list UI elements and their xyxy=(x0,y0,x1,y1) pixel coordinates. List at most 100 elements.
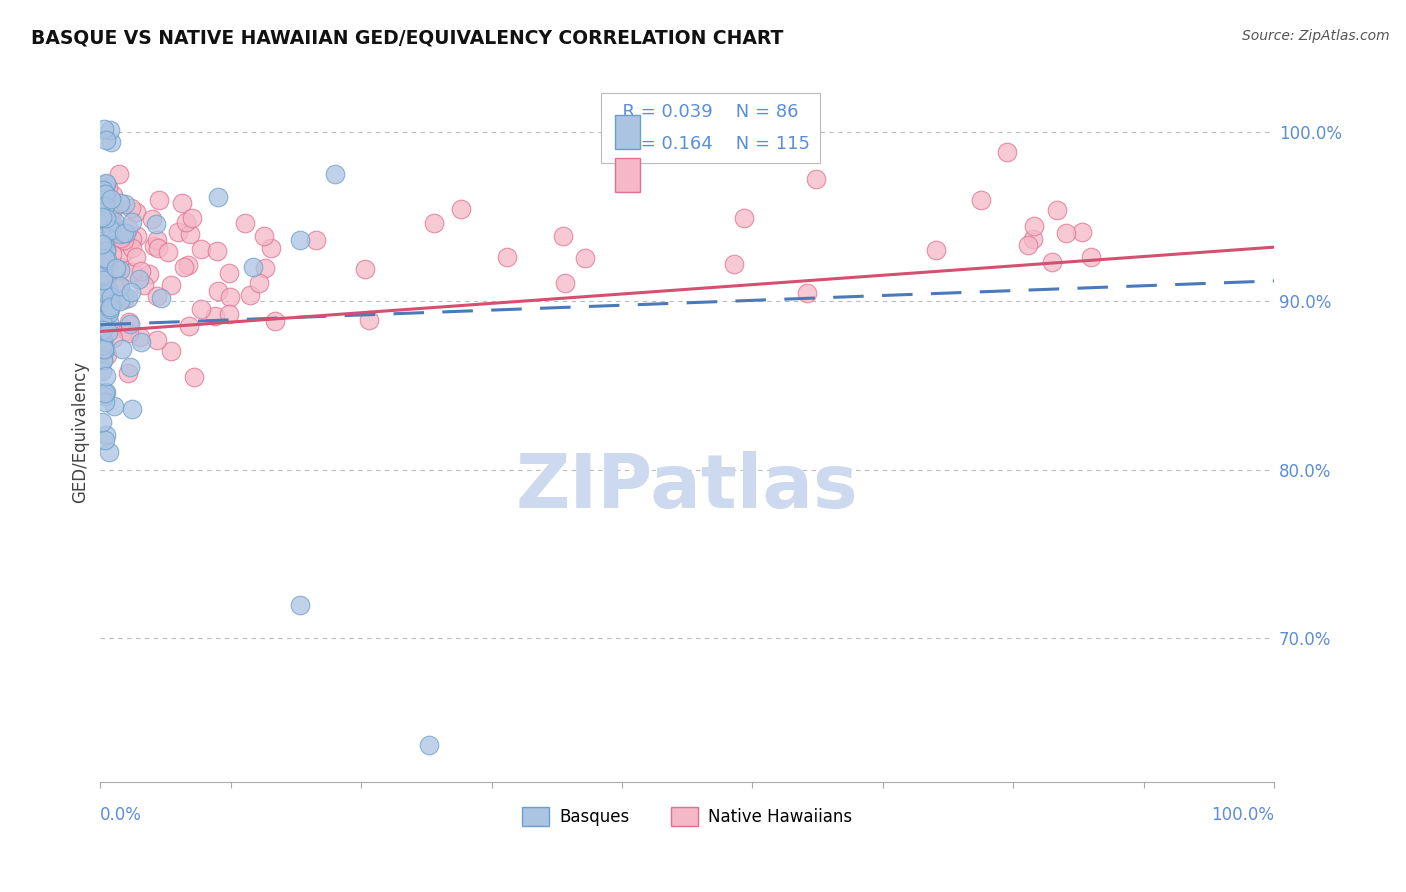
Point xyxy=(93,180,115,194)
Point xyxy=(90,183,112,197)
Point xyxy=(112,293,135,307)
Point xyxy=(93,122,115,136)
Text: 0.0%: 0.0% xyxy=(100,806,142,824)
Point xyxy=(94,394,117,409)
Point xyxy=(159,277,181,292)
Point xyxy=(970,193,993,207)
Point xyxy=(93,323,115,337)
Point xyxy=(101,201,124,215)
Point xyxy=(94,187,117,202)
Point xyxy=(804,171,827,186)
Point xyxy=(112,227,135,241)
Point xyxy=(125,204,148,219)
Text: R = 0.039    N = 86
  R = 0.164    N = 115: R = 0.039 N = 86 R = 0.164 N = 115 xyxy=(610,103,810,153)
Point xyxy=(93,236,115,251)
Point xyxy=(1022,219,1045,234)
Point xyxy=(94,433,117,447)
Point xyxy=(91,299,114,313)
Point xyxy=(150,291,173,305)
Point xyxy=(218,290,240,304)
Point xyxy=(93,264,115,278)
Point xyxy=(117,221,139,235)
Point xyxy=(90,291,112,305)
Point xyxy=(90,185,112,199)
Point xyxy=(91,352,114,367)
Point xyxy=(103,399,125,413)
Point xyxy=(96,369,118,384)
Point xyxy=(723,257,745,271)
Point xyxy=(104,260,127,275)
Point xyxy=(174,215,197,229)
Point xyxy=(90,312,112,326)
Point xyxy=(157,244,180,259)
Point xyxy=(96,253,118,268)
Point xyxy=(112,233,135,247)
Point xyxy=(496,251,519,265)
Point xyxy=(121,402,143,417)
Point xyxy=(94,343,117,357)
Point xyxy=(94,252,117,266)
Point xyxy=(143,239,166,253)
Point xyxy=(179,319,201,334)
Point xyxy=(101,219,124,233)
Point xyxy=(100,223,122,237)
Point xyxy=(108,263,131,277)
Point xyxy=(177,258,200,272)
Point xyxy=(96,286,118,301)
Point xyxy=(90,195,112,210)
Point xyxy=(242,260,264,274)
Point xyxy=(554,276,576,290)
Point xyxy=(120,285,142,299)
Point xyxy=(90,260,112,275)
Point xyxy=(100,192,122,206)
Point xyxy=(239,288,262,302)
Point xyxy=(114,196,136,211)
Point xyxy=(204,309,226,323)
Point xyxy=(108,260,131,274)
Point xyxy=(218,307,240,321)
Point xyxy=(132,277,155,292)
Point xyxy=(574,251,596,265)
Point xyxy=(120,202,142,216)
Point xyxy=(93,267,115,281)
Point xyxy=(97,284,120,298)
Point xyxy=(207,285,229,299)
Point xyxy=(91,337,114,351)
Point xyxy=(117,291,139,305)
Point xyxy=(108,196,131,211)
Point xyxy=(94,133,117,147)
Point xyxy=(128,330,150,344)
Point xyxy=(101,219,124,233)
Point xyxy=(288,233,311,247)
Point xyxy=(101,206,124,220)
Point xyxy=(121,265,143,279)
Point xyxy=(120,360,142,375)
Point xyxy=(96,259,118,273)
Point xyxy=(148,193,170,207)
Point xyxy=(94,428,117,442)
Point xyxy=(94,176,117,190)
Point xyxy=(94,271,117,285)
Point xyxy=(111,343,134,357)
Point xyxy=(97,325,120,339)
Point xyxy=(93,183,115,197)
Point xyxy=(357,313,380,327)
Point xyxy=(125,229,148,244)
Point xyxy=(108,281,131,295)
Point xyxy=(96,213,118,227)
Text: 100.0%: 100.0% xyxy=(1211,806,1274,824)
Point xyxy=(1080,250,1102,264)
Point xyxy=(288,598,311,612)
Point xyxy=(91,216,114,230)
Point xyxy=(91,415,114,429)
Point xyxy=(1046,202,1069,217)
Text: BASQUE VS NATIVE HAWAIIAN GED/EQUIVALENCY CORRELATION CHART: BASQUE VS NATIVE HAWAIIAN GED/EQUIVALENC… xyxy=(31,29,783,47)
Point xyxy=(110,230,132,244)
Point xyxy=(101,331,124,345)
Point xyxy=(125,251,148,265)
Point xyxy=(98,444,121,458)
Text: ZIPatlas: ZIPatlas xyxy=(516,451,859,524)
Point xyxy=(796,285,818,300)
Point xyxy=(91,252,114,266)
Point xyxy=(96,384,118,399)
